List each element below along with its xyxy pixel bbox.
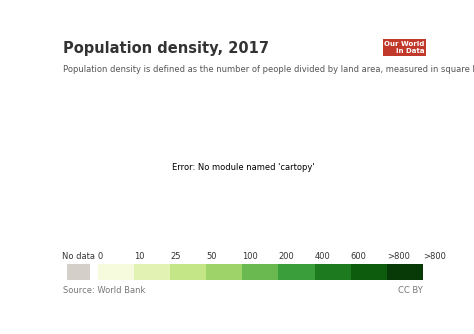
- Text: >800: >800: [387, 252, 410, 261]
- Text: Population density is defined as the number of people divided by land area, meas: Population density is defined as the num…: [63, 65, 474, 74]
- Bar: [315, 264, 351, 280]
- Bar: [134, 264, 170, 280]
- Text: Error: No module named 'cartopy': Error: No module named 'cartopy': [172, 163, 314, 172]
- Bar: [351, 264, 387, 280]
- Text: 25: 25: [170, 252, 181, 261]
- Bar: [387, 264, 423, 280]
- Text: 600: 600: [351, 252, 366, 261]
- Text: CC BY: CC BY: [398, 286, 423, 295]
- Text: No data: No data: [62, 252, 95, 261]
- Text: 200: 200: [278, 252, 294, 261]
- Text: 0: 0: [98, 252, 103, 261]
- Text: 400: 400: [315, 252, 330, 261]
- Text: 50: 50: [206, 252, 217, 261]
- Bar: [98, 264, 134, 280]
- Text: Our World
in Data: Our World in Data: [384, 41, 425, 54]
- Text: >800: >800: [423, 252, 446, 261]
- Text: 10: 10: [134, 252, 145, 261]
- Text: Source: World Bank: Source: World Bank: [63, 286, 146, 295]
- Bar: [278, 264, 315, 280]
- Bar: [66, 264, 91, 280]
- Text: Population density, 2017: Population density, 2017: [63, 41, 269, 56]
- Bar: [242, 264, 278, 280]
- Bar: [170, 264, 206, 280]
- Bar: [206, 264, 242, 280]
- Text: 100: 100: [242, 252, 258, 261]
